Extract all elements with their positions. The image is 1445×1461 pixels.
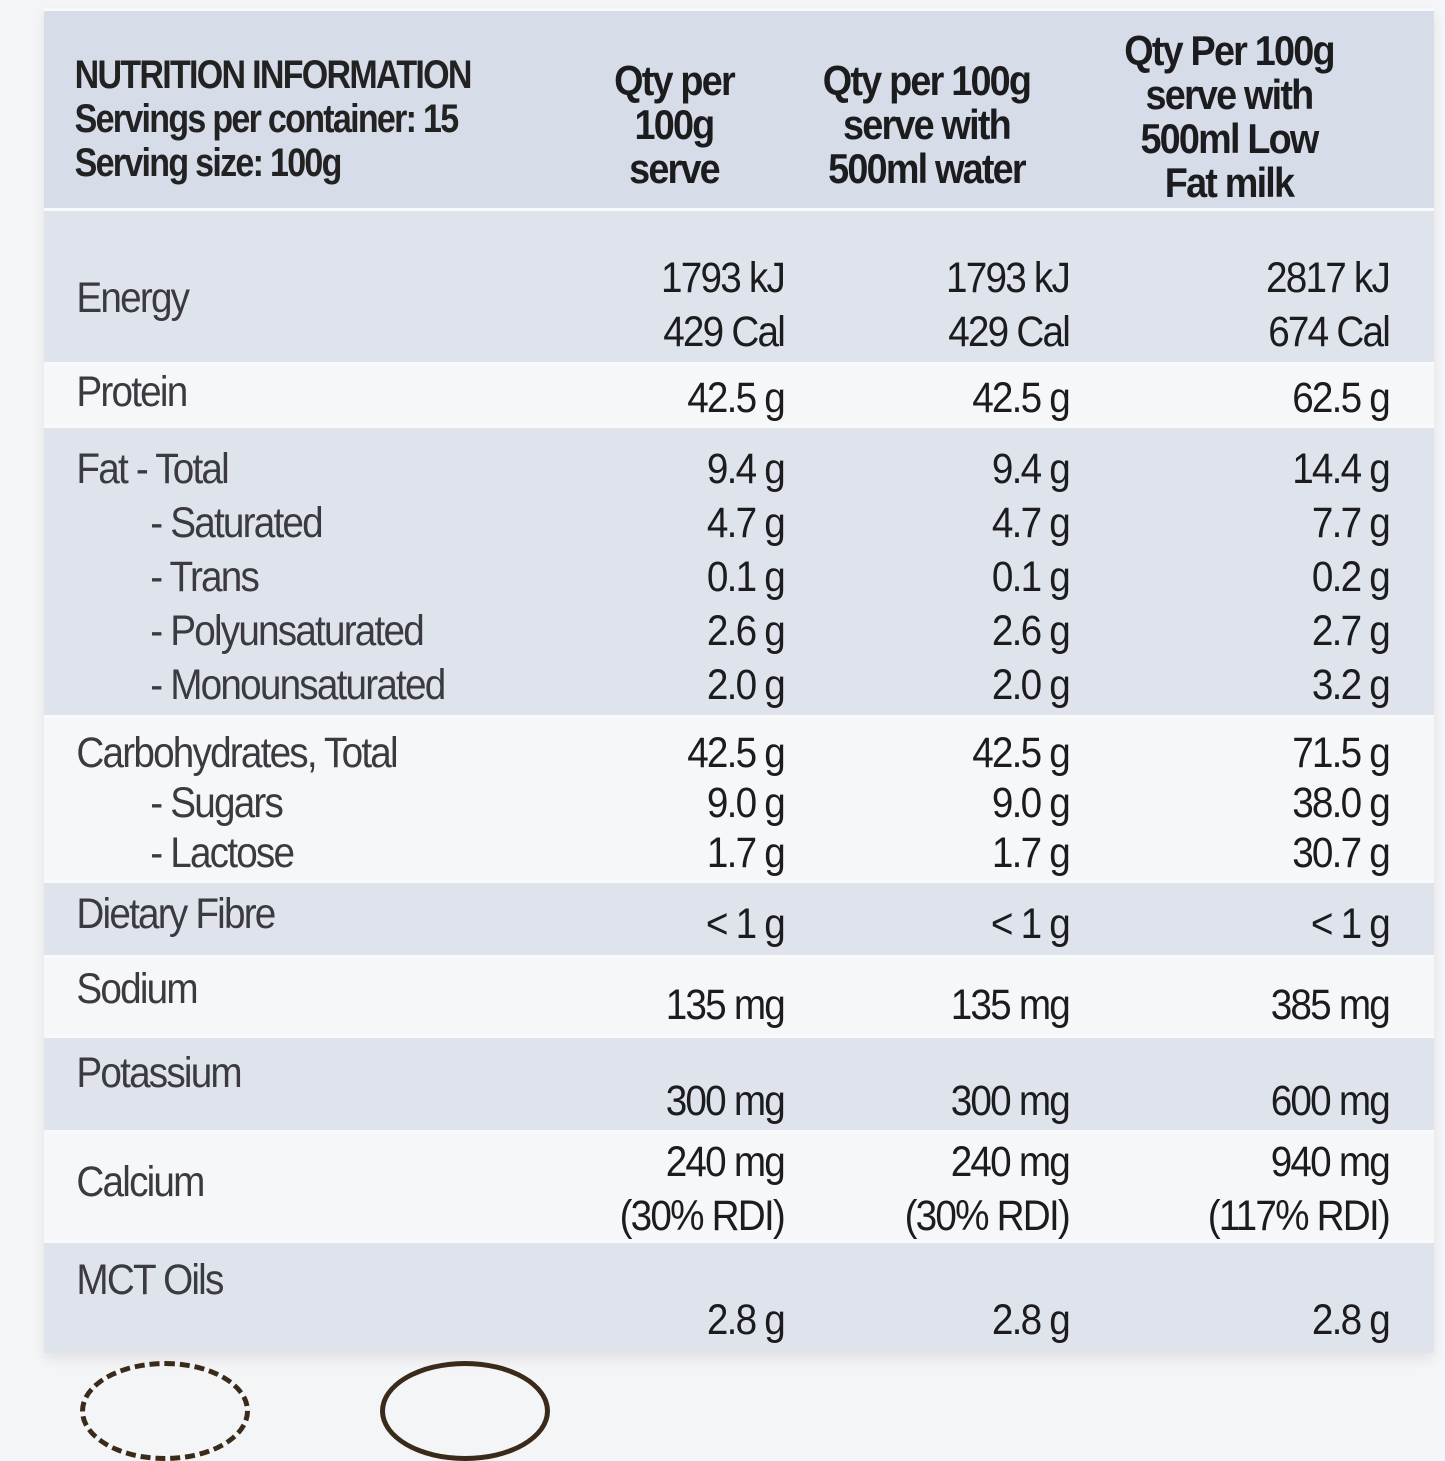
value-milk: 71.5 g 38.0 g 30.7 g <box>1292 729 1391 877</box>
value-water: 42.5 g <box>972 374 1071 422</box>
value-per-100g: 1793 kJ 429 Cal <box>661 254 786 356</box>
value-water: 42.5 g 9.0 g 1.7 g <box>972 729 1071 877</box>
fat-total-label: Fat - Total <box>76 445 229 493</box>
panel-title: NUTRITION INFORMATION <box>74 53 473 97</box>
value-milk: 600 mg <box>1270 1077 1391 1125</box>
serving-size: Serving size: 100g <box>74 141 343 185</box>
value-per-100g: 9.4 g 4.7 g 0.1 g 2.6 g 2.0 g <box>706 445 786 709</box>
table-row-carbohydrates: Carbohydrates, Total - Sugars - Lactose 42… <box>44 715 1434 880</box>
value-water: < 1 g <box>990 900 1071 948</box>
row-label: Fat - Total - Saturated - Trans - Polyunsat… <box>44 442 512 715</box>
table-header: NUTRITION INFORMATION Servings per contai… <box>44 8 1434 208</box>
table-row-potassium: Potassium 300 mg 300 mg 600 mg <box>44 1035 1434 1130</box>
value-milk: 2817 kJ 674 Cal <box>1266 254 1391 356</box>
polyunsaturated-label: - Polyunsaturated <box>150 607 425 655</box>
value-per-100g: < 1 g <box>705 900 786 948</box>
value-water: 2.8 g <box>991 1296 1071 1344</box>
row-label: MCT Oils <box>76 1256 224 1304</box>
table-row-sodium: Sodium 135 mg 135 mg 385 mg <box>44 955 1434 1035</box>
value-per-100g: 42.5 g <box>687 374 786 422</box>
table-row-energy: Energy 1793 kJ 429 Cal 1793 kJ 429 Cal 2… <box>44 208 1434 362</box>
row-label: Sodium <box>76 965 198 1013</box>
column-header-per-100g: Qty per 100g serve <box>614 57 736 192</box>
row-label: Potassium <box>76 1049 242 1097</box>
nutrition-panel: NUTRITION INFORMATION Servings per contai… <box>44 8 1434 1353</box>
seal-icon <box>80 1361 250 1461</box>
value-milk: 940 mg (117% RDI) <box>1207 1138 1391 1240</box>
trans-label: - Trans <box>150 553 260 601</box>
value-water: 300 mg <box>950 1077 1071 1125</box>
table-row-calcium: Calcium 240 mg (30% RDI) 240 mg (30% RDI… <box>44 1130 1434 1240</box>
value-per-100g: 42.5 g 9.0 g 1.7 g <box>687 729 786 877</box>
value-water: 135 mg <box>950 981 1071 1029</box>
value-water: 240 mg (30% RDI) <box>904 1138 1071 1240</box>
value-water: 9.4 g 4.7 g 0.1 g 2.6 g 2.0 g <box>991 445 1071 709</box>
row-label: Carbohydrates, Total - Sugars - Lactose <box>44 728 512 880</box>
header-info: NUTRITION INFORMATION Servings per contai… <box>44 11 486 208</box>
row-label: Calcium <box>76 1158 205 1206</box>
value-milk: 14.4 g 7.7 g 0.2 g 2.7 g 3.2 g <box>1292 445 1391 709</box>
round-logo-icon <box>380 1361 550 1461</box>
row-label: Energy <box>76 274 190 322</box>
value-milk: 62.5 g <box>1292 374 1391 422</box>
column-header-water: Qty per 100g serve with 500ml water <box>822 57 1032 192</box>
servings-per-container: Servings per container: 15 <box>74 97 460 141</box>
row-label: Dietary Fibre <box>76 890 276 938</box>
value-per-100g: 135 mg <box>665 981 786 1029</box>
value-milk: < 1 g <box>1310 900 1391 948</box>
saturated-label: - Saturated <box>150 499 323 547</box>
carbohydrates-label: Carbohydrates, Total <box>76 729 398 777</box>
value-per-100g: 2.8 g <box>706 1296 786 1344</box>
table-row-mct-oils: MCT Oils 2.8 g 2.8 g 2.8 g <box>44 1240 1434 1353</box>
row-label: Protein <box>76 368 188 416</box>
value-milk: 385 mg <box>1270 981 1391 1029</box>
lactose-label: - Lactose <box>150 829 295 877</box>
table-row-fat: Fat - Total - Saturated - Trans - Polyunsat… <box>44 425 1434 715</box>
monounsaturated-label: - Monounsaturated <box>150 661 446 709</box>
table-row-protein: Protein 42.5 g 42.5 g 62.5 g <box>44 362 1434 425</box>
value-per-100g: 300 mg <box>665 1077 786 1125</box>
value-per-100g: 240 mg (30% RDI) <box>619 1138 786 1240</box>
sugars-label: - Sugars <box>150 779 284 827</box>
table-row-dietary-fibre: Dietary Fibre < 1 g < 1 g < 1 g <box>44 880 1434 955</box>
value-milk: 2.8 g <box>1311 1296 1391 1344</box>
value-water: 1793 kJ 429 Cal <box>946 254 1071 356</box>
column-header-milk: Qty Per 100g serve with 500ml Low Fat mi… <box>1124 27 1335 206</box>
